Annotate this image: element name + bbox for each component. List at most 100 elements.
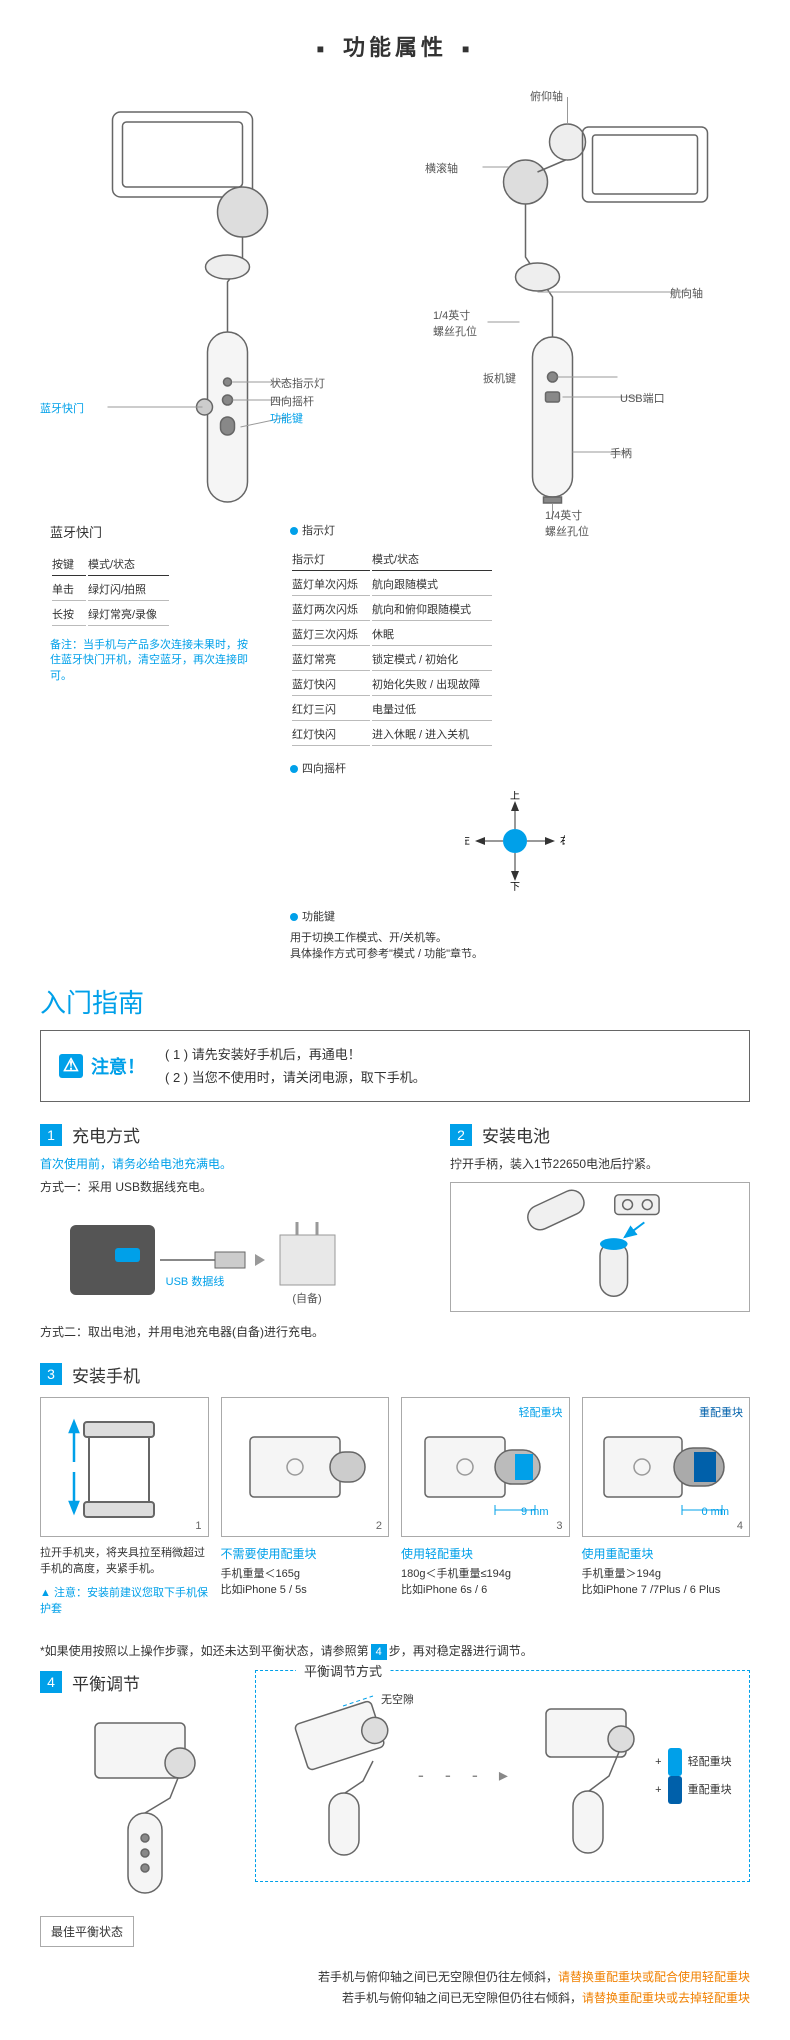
g4-img-3: 轻配重块 9 mm 3: [401, 1397, 570, 1537]
g4-item-1: 1 拉开手机夹，将夹具拉至稍微超过手机的高度，夹紧手机。 ▲ 注意：安装前建议您…: [40, 1397, 209, 1622]
step3-title: 安装手机: [72, 1362, 140, 1387]
bt-table: 按键模式/状态 单击绿灯闪/拍照 长按绿灯常亮/录像: [50, 551, 171, 628]
joy-down: 下: [510, 882, 520, 891]
joy-title: 四向摇杆: [302, 763, 346, 775]
fn-num: 4: [371, 1644, 387, 1660]
label-screw-top: 1/4英寸 螺丝孔位: [433, 307, 477, 339]
label-bt-shutter: 蓝牙快门: [40, 400, 84, 416]
warning-icon: ⚠: [59, 1054, 83, 1078]
g4-mm-3: 9 mm: [521, 1506, 549, 1518]
g4-img-1: 1: [40, 1397, 209, 1537]
bt-r1c0: 长按: [52, 603, 86, 626]
fn-pre: *如果使用按照以上操作步骤，如还未达到平衡状态，请参照第: [40, 1644, 369, 1658]
heavy-row: + 重配重块: [655, 1776, 732, 1804]
step3-grid: 1 拉开手机夹，将夹具拉至稍微超过手机的高度，夹紧手机。 ▲ 注意：安装前建议您…: [0, 1397, 790, 1622]
heavy-label: 重配重块: [688, 1784, 732, 1796]
bt-col-0: 按键: [52, 553, 86, 576]
joy-up: 上: [510, 791, 520, 802]
g4-item-3: 轻配重块 9 mm 3 使用轻配重块 180g＜手机重量≤194g 比如iPho…: [401, 1397, 570, 1622]
g4-d-4: 手机重量＞194g 比如iPhone 7 /7Plus / 6 Plus: [582, 1566, 751, 1599]
usb-label: USB 数据线: [166, 1274, 225, 1288]
warning-box: ⚠ 注意！ ( 1 ) 请先安装好手机后，再通电！ ( 2 ) 当您不使用时，请…: [40, 1030, 750, 1103]
bt-r1c1: 绿灯常亮/录像: [88, 603, 169, 626]
fn-head: 功能键: [290, 909, 740, 926]
fn-title: 功能键: [302, 911, 335, 923]
footnote: *如果使用按照以上操作步骤，如还未达到平衡状态，请参照第4步，再对稳定器进行调节…: [0, 1622, 790, 1670]
section-title: 功能属性: [0, 0, 790, 82]
diagram-left: 状态指示灯 四向摇杆 功能键 蓝牙快门: [30, 82, 375, 522]
ind-r3-0: 蓝灯常亮: [292, 648, 370, 671]
label-tilt: 俯仰轴: [530, 88, 563, 104]
g4-img-4: 重配重块 0 mm 4: [582, 1397, 751, 1537]
ind-r0-1: 航向跟随模式: [372, 573, 492, 596]
warn-l2: ( 2 ) 当您不使用时，请关闭电源，取下手机。: [165, 1066, 426, 1089]
warning-lines: ( 1 ) 请先安装好手机后，再通电！ ( 2 ) 当您不使用时，请关闭电源，取…: [165, 1043, 426, 1090]
guide-heading: 入门指南: [0, 963, 790, 1030]
light-label: 轻配重块: [688, 1756, 732, 1768]
g4-num-2: 2: [376, 1520, 382, 1532]
step2-illus: [450, 1182, 750, 1312]
balanced-gimbal-svg: [40, 1703, 240, 1903]
ind-r1-1: 航向和俯仰跟随模式: [372, 598, 492, 621]
label-pan: 航向轴: [670, 285, 703, 301]
bt-col-1: 模式/状态: [88, 553, 169, 576]
step2-title: 安装电池: [482, 1122, 550, 1147]
g4-desc-1: 拉开手机夹，将夹具拉至稍微超过手机的高度，夹紧手机。: [40, 1545, 209, 1578]
gimbal-right-svg: [415, 82, 760, 522]
fn-post: 步，再对稳定器进行调节。: [389, 1644, 533, 1658]
dot-icon: [290, 527, 298, 535]
g4-mm-4: 0 mm: [702, 1506, 730, 1518]
g4-t-3: 使用轻配重块: [401, 1545, 570, 1562]
ind-r4-1: 初始化失败 / 出现故障: [372, 673, 492, 696]
balance-flow: 无空隙 - - - ▸ + 轻配重块 + 重配重块: [271, 1686, 734, 1866]
joy-left: 左: [465, 834, 470, 847]
step1-m2: 方式二：取出电池，并用电池充电器(自备)进行充电。: [40, 1323, 410, 1342]
joystick-head: 四向摇杆: [290, 760, 740, 776]
ind-col-r: 模式/状态: [372, 548, 492, 571]
step3-head: 3 安装手机: [40, 1362, 750, 1387]
label-trigger: 扳机键: [483, 370, 516, 386]
step4-title: 平衡调节: [72, 1670, 140, 1695]
best-state-label: 最佳平衡状态: [40, 1916, 134, 1947]
heavy-weight-icon: [668, 1776, 682, 1804]
g4-num-4: 4: [737, 1520, 743, 1532]
g4-num-1: 1: [195, 1520, 201, 1532]
ind-r3-1: 锁定模式 / 初始化: [372, 648, 492, 671]
ind-h-l: 指示灯: [302, 525, 335, 537]
warning-label: ⚠ 注意！: [59, 1053, 145, 1079]
no-gap-label: 无空隙: [381, 1692, 413, 1706]
label-fn-key: 功能键: [270, 410, 303, 426]
g4-item-4: 重配重块 0 mm 4 使用重配重块 手机重量＞194g 比如iPhone 7 …: [582, 1397, 751, 1622]
fn-box: 功能键 用于切换工作模式、开/关机等。 具体操作方式可参考"模式 / 功能"章节…: [290, 909, 740, 963]
ind-r1-0: 蓝灯两次闪烁: [292, 598, 370, 621]
label-joystick: 四向摇杆: [270, 393, 314, 409]
ind-r0-0: 蓝灯单次闪烁: [292, 573, 370, 596]
tilted-gimbal-svg: 无空隙: [273, 1691, 413, 1861]
joystick-diagram: 上 下 左 右: [290, 791, 740, 894]
dot-icon: [290, 913, 298, 921]
indicator-table: 指示灯模式/状态 蓝灯单次闪烁航向跟随模式 蓝灯两次闪烁航向和俯仰跟随模式 蓝灯…: [290, 546, 494, 748]
method-title: 平衡调节方式: [296, 1661, 390, 1680]
g4-l-4: 重配重块: [699, 1404, 743, 1420]
step-2: 2 安装电池 拧开手柄，装入1节22650电池后拧紧。: [450, 1122, 750, 1346]
end-l1a: 若手机与俯仰轴之间已无空隙但仍往左倾斜，: [318, 1970, 558, 1984]
adapter-label: (自备): [292, 1291, 321, 1305]
g4-img-2: 2: [221, 1397, 390, 1537]
label-screw-bot: 1/4英寸 螺丝孔位: [545, 507, 589, 539]
arrow-dots-icon: - - - ▸: [418, 1765, 516, 1786]
fn-l2: 具体操作方式可参考"模式 / 功能"章节。: [290, 946, 740, 963]
end-notes: 若手机与俯仰轴之间已无空隙但仍往左倾斜，请替换重配重块或配合使用轻配重块 若手机…: [0, 1967, 790, 2040]
badge-1: 1: [40, 1124, 62, 1146]
label-usb: USB端口: [620, 390, 665, 406]
ind-r2-1: 休眠: [372, 623, 492, 646]
g4-t-4: 使用重配重块: [582, 1545, 751, 1562]
step1-m1: 方式一：采用 USB数据线充电。: [40, 1178, 410, 1197]
badge-4: 4: [40, 1671, 62, 1693]
step3-note: ▲ 注意：安装前建议您取下手机保护套: [40, 1584, 209, 1616]
step1-accent: 首次使用前，请务必给电池充满电。: [40, 1155, 410, 1172]
diagram-right: 俯仰轴 横滚轴 1/4英寸 螺丝孔位 扳机键 航向轴 USB端口 手柄 1/4英…: [415, 82, 760, 522]
light-weight-icon: [668, 1748, 682, 1776]
step-row-1: 1 充电方式 首次使用前，请务必给电池充满电。 方式一：采用 USB数据线充电。…: [40, 1122, 750, 1346]
ind-r6-0: 红灯快闪: [292, 723, 370, 746]
step4-left: 4 平衡调节 最佳平衡状态: [40, 1670, 240, 1947]
